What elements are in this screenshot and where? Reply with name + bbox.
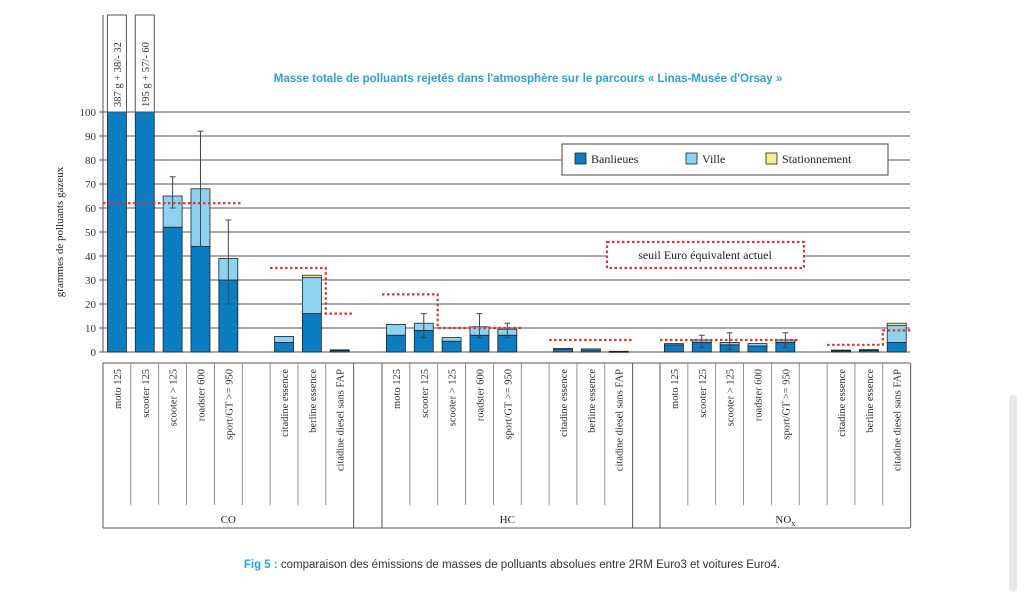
category-label: citadine diesel sans FAP: [893, 369, 904, 471]
bar-banlieues: [274, 341, 294, 353]
scrollbar[interactable]: [1009, 395, 1017, 592]
legend-swatch: [765, 152, 778, 165]
caption-text: comparaison des émissions de masses de p…: [277, 559, 781, 571]
group-label: CO: [221, 514, 236, 526]
figure-reference: Fig 5 :: [243, 559, 278, 571]
figure-caption: Fig 5 : comparaison des émissions de mas…: [0, 559, 1024, 571]
bar-banlieues: [441, 340, 462, 353]
y-tick-label: 70: [85, 179, 97, 191]
emissions-chart: Masse totale de polluants rejetés dans l…: [54, 14, 912, 529]
category-label: moto 125: [113, 369, 124, 409]
bar-ville: [831, 349, 851, 352]
group-label: HC: [500, 514, 515, 526]
bar-ville: [608, 350, 629, 353]
legend-swatch: [574, 152, 587, 165]
category-label: scooter 125: [698, 369, 709, 418]
category-label: sport/GT >= 950: [503, 369, 514, 440]
category-label: berline essence: [865, 369, 876, 433]
y-tick-label: 30: [85, 275, 97, 287]
category-label: roadster 600: [196, 369, 207, 421]
bar-ville: [274, 335, 294, 343]
legend-label: Ville: [702, 152, 725, 166]
category-label: berline essence: [587, 369, 598, 433]
bar-banlieues: [134, 111, 155, 353]
category-label: citadine diesel sans FAP: [615, 369, 626, 471]
group-label-subscript: x: [791, 519, 795, 528]
overflow-label: 387 g + 38/- 32: [113, 42, 124, 107]
overflow-box: [106, 14, 127, 113]
bar-banlieues: [162, 226, 183, 353]
y-tick-label: 10: [85, 323, 97, 335]
category-label: berline essence: [308, 369, 319, 433]
bar-ville: [886, 325, 907, 343]
y-tick-label: 90: [85, 131, 97, 143]
category-label: citadine essence: [280, 369, 291, 437]
y-tick-label: 20: [85, 299, 97, 311]
bar-banlieues: [664, 344, 684, 353]
category-label: moto 125: [670, 369, 681, 409]
category-label: citadine diesel sans FAP: [336, 369, 347, 471]
category-label: roadster 600: [753, 369, 764, 421]
bar-stationnement: [886, 322, 907, 327]
threshold-line: [660, 329, 911, 346]
category-label: citadine essence: [837, 369, 848, 437]
y-tick-label: 100: [80, 107, 97, 119]
bar-ville: [858, 349, 879, 351]
y-tick-label: 60: [85, 203, 97, 215]
legend-label: Stationnement: [782, 152, 852, 166]
category-label: roadster 600: [475, 369, 486, 421]
category-label: moto 125: [392, 369, 403, 409]
bar-ville: [747, 343, 768, 347]
bar-ville: [580, 348, 601, 351]
legend-label: Banlieues: [591, 152, 639, 166]
overflow-box: [134, 14, 155, 113]
category-label: citadine essence: [559, 369, 570, 437]
bar-banlieues: [107, 111, 127, 353]
bar-banlieues: [386, 334, 406, 353]
y-tick-label: 50: [85, 227, 97, 239]
bar-banlieues: [190, 245, 211, 353]
bar-banlieues: [886, 341, 907, 353]
category-label: sport/GT >= 950: [781, 369, 792, 440]
bar-ville: [441, 337, 462, 342]
bar-ville: [664, 343, 684, 346]
chart-title: Masse totale de polluants rejetés dans l…: [274, 73, 782, 85]
bar-ville: [301, 277, 322, 315]
bar-ville: [553, 347, 573, 350]
category-label: scooter > 125: [726, 369, 737, 426]
threshold-label: seuil Euro équivalent actuel: [638, 248, 772, 262]
category-label: scooter > 125: [448, 369, 459, 426]
category-label: scooter 125: [420, 369, 431, 418]
legend-box: [561, 143, 889, 176]
category-label: sport/GT >= 950: [224, 369, 235, 440]
overflow-label: 195 g + 57/- 60: [141, 42, 152, 107]
threshold-line: [103, 202, 354, 315]
y-axis-label: grammes de polluants gazeux: [54, 166, 66, 297]
bar-banlieues: [301, 313, 322, 353]
legend-swatch: [685, 152, 698, 165]
category-label: scooter 125: [141, 369, 152, 418]
threshold-label-box: [605, 240, 806, 270]
bar-ville: [386, 323, 406, 336]
bar-banlieues: [747, 345, 768, 353]
y-tick-label: 0: [91, 347, 97, 359]
y-tick-label: 80: [85, 155, 97, 167]
group-label: NOx: [775, 514, 795, 528]
y-tick-label: 40: [85, 251, 97, 263]
bar-stationnement: [301, 274, 322, 279]
bar-ville: [329, 349, 350, 352]
category-label: scooter > 125: [169, 369, 180, 426]
threshold-line: [382, 293, 633, 342]
